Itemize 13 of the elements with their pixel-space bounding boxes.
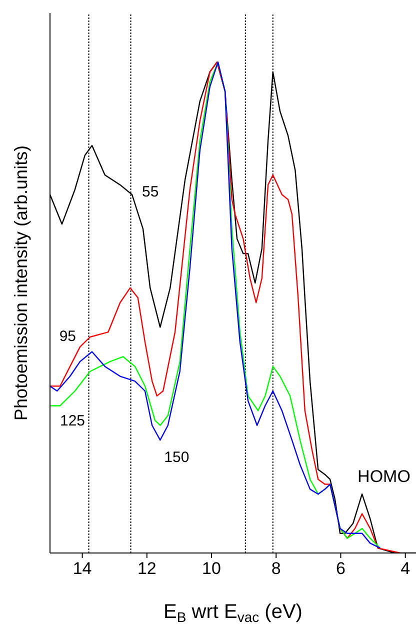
- series-label: 150: [164, 449, 190, 466]
- series-label: 55: [142, 184, 159, 201]
- x-tick-label: 10: [202, 559, 221, 578]
- x-tick-label: 6: [336, 559, 346, 578]
- annotation: HOMO: [358, 467, 410, 486]
- x-axis-title: E$_{B}$ wrt E$_{vac}$ (eV): [164, 601, 302, 624]
- x-tick-label: 4: [400, 559, 410, 578]
- series-label: 95: [59, 328, 76, 345]
- x-tick-label: 14: [72, 559, 92, 578]
- x-tick-label: 12: [137, 559, 156, 578]
- x-tick-label: 8: [271, 559, 281, 578]
- series-label: 125: [60, 412, 86, 430]
- y-axis-title: Photoemission intensity (arb.units): [10, 145, 31, 421]
